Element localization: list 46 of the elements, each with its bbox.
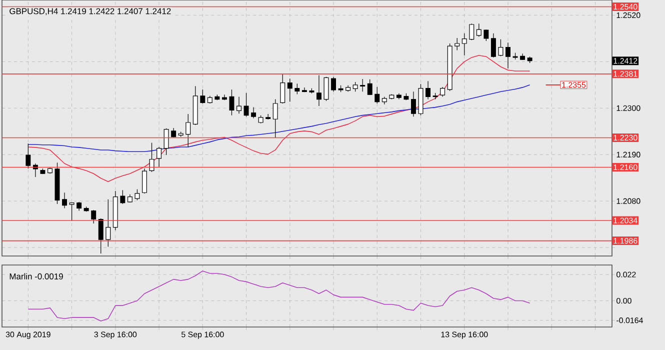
candlestick: [462, 33, 467, 56]
candlestick: [149, 142, 154, 172]
candlestick: [62, 192, 68, 209]
candlestick: [324, 76, 329, 102]
candlestick: [506, 42, 510, 69]
candlestick: [69, 202, 74, 222]
candlestick: [134, 188, 140, 201]
candlestick: [352, 82, 358, 92]
candlestick: [426, 80, 431, 100]
candlestick: [280, 73, 286, 104]
candlestick: [91, 210, 96, 224]
text: GBPUSD,H4 1.2419 1.2422 1.2407 1.2412: [10, 8, 171, 16]
candlestick: [200, 89, 206, 104]
candlestick: [411, 91, 416, 117]
candlestick: [106, 199, 111, 248]
text: Marlin -0.0019: [10, 273, 63, 280]
candlestick: [316, 74, 322, 106]
candlestick: [490, 33, 496, 58]
candlestick: [331, 76, 336, 92]
candlestick: [120, 190, 126, 204]
candlestick: [484, 29, 489, 42]
candlestick: [26, 143, 31, 169]
candlestick: [294, 83, 300, 95]
candlestick: [469, 23, 474, 40]
candlestick: [222, 94, 227, 100]
candlestick: [287, 78, 292, 102]
candlestick: [302, 87, 307, 92]
candlestick: [454, 38, 460, 51]
candlestick: [244, 92, 249, 117]
candlestick: [186, 114, 191, 148]
candlestick: [367, 79, 372, 96]
candlestick: [164, 128, 169, 156]
candlestick: [476, 23, 482, 38]
candlestick: [171, 128, 176, 138]
candlestick: [374, 86, 380, 104]
candlestick: [498, 38, 504, 56]
candlestick: [142, 168, 147, 194]
candlestick: [156, 146, 162, 168]
candlestick: [440, 86, 446, 98]
candlestick: [360, 78, 366, 92]
candlestick: [272, 98, 278, 138]
candlestick: [229, 89, 234, 116]
candlestick: [98, 218, 104, 254]
candlestick: [251, 106, 256, 119]
candlestick: [32, 163, 38, 178]
candlestick: [236, 96, 242, 114]
